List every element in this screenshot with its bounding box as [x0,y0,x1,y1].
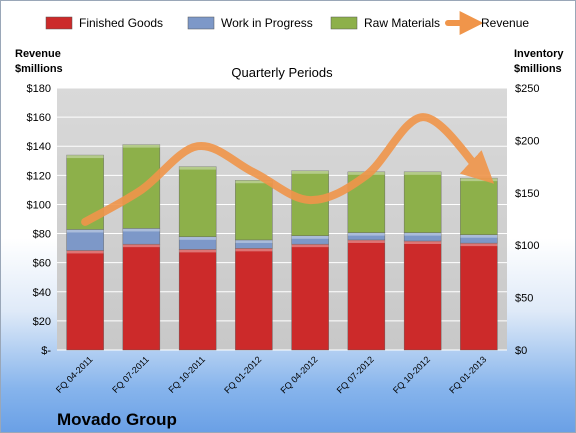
left-tick-label: $80 [33,229,51,241]
bar-highlight [66,250,104,254]
bar-highlight [291,244,329,248]
bar-segment-finished-goods [235,248,273,351]
bar-highlight [460,178,498,182]
bar-highlight [347,232,385,236]
bar-highlight [179,249,217,253]
bar-highlight [122,144,160,148]
x-category-label: FQ 07-2011 [110,354,151,395]
x-category-label: FQ 01-2012 [222,354,263,395]
legend-label: Work in Progress [221,16,313,30]
bar-highlight [66,229,104,233]
right-tick-label: $250 [515,83,539,95]
bar-highlight [404,171,442,175]
bar-segment-finished-goods [122,243,161,351]
revenue-series-line [81,113,495,226]
left-tick-label: $140 [27,141,51,153]
bar-highlight [235,248,273,252]
left-axis-ticks: $- $20 $40 $60 $80 $100 $120 $140 $160 $180 [27,83,52,357]
bar-segment-raw-materials [460,177,498,235]
bar-segment-finished-goods [403,240,442,351]
x-category-label: FQ 04-2012 [279,354,320,395]
right-axis-title-line2: $millions [514,63,562,75]
x-category-label: FQ 04-2011 [54,354,95,395]
x-category-label: FQ 10-2011 [166,354,207,395]
x-category-label: FQ 07-2012 [335,354,376,395]
bar-highlight [460,234,498,238]
bar-highlight [179,236,217,240]
legend-swatch-raw-materials [330,16,358,30]
bar-highlight [347,239,385,243]
legend-swatch-finished-goods [45,16,73,30]
bar-highlight [179,166,217,170]
x-category-label: FQ 10-2012 [391,354,432,395]
left-axis-title-line2: $millions [15,63,63,75]
bar-segment-finished-goods [66,250,104,351]
bar-segment-finished-goods [347,239,386,351]
bar-highlight [235,180,273,184]
left-tick-label: $60 [33,258,51,270]
bar-segment-raw-materials [178,166,217,238]
bar-highlight [291,170,329,174]
bar-highlight [291,235,329,239]
left-axis-title-line1: Revenue [15,48,61,60]
right-tick-label: $150 [515,188,539,200]
right-tick-label: $50 [515,293,533,305]
left-tick-label: $120 [27,170,51,182]
bar-highlight [404,232,442,236]
left-tick-label: $180 [27,83,51,95]
bar-highlight [122,228,160,232]
right-axis-title-line1: Inventory [514,48,564,60]
bars [66,144,498,351]
chart-subtitle: Quarterly Periods [231,65,333,80]
left-tick-label: $- [41,345,51,357]
bar-segment-work-in-progress [66,229,104,251]
bar-highlight [460,243,498,247]
bar-segment-raw-materials [235,180,273,241]
x-category-label: FQ 01-2013 [447,354,488,395]
right-tick-label: $200 [515,135,539,147]
legend-label: Revenue [481,16,529,30]
x-axis-labels: FQ 04-2011 FQ 07-2011 FQ 10-2011 FQ 01-2012… [54,354,488,395]
bar-highlight [404,241,442,245]
left-tick-label: $40 [33,287,51,299]
legend-label: Finished Goods [79,16,163,30]
right-axis-ticks: $0 $50 $100 $150 $200 $250 [515,83,539,357]
legend-swatch-work-in-progress [187,16,215,30]
legend-label: Raw Materials [364,16,440,30]
company-name: Movado Group [57,410,177,429]
left-tick-label: $20 [33,316,51,328]
bar-highlight [122,244,160,248]
legend: Finished Goods Work in Progress Raw Materi… [45,11,529,35]
bar-highlight [235,239,273,243]
left-tick-label: $100 [27,199,51,211]
right-tick-label: $0 [515,345,527,357]
revenue-line [81,113,495,226]
bar-segment-finished-goods [178,249,217,351]
right-tick-label: $100 [515,240,539,252]
bar-highlight [66,155,104,159]
left-tick-label: $160 [27,112,51,124]
bar-segment-finished-goods [291,243,329,351]
bar-segment-finished-goods [460,242,498,351]
bar-segment-raw-materials [403,171,442,233]
